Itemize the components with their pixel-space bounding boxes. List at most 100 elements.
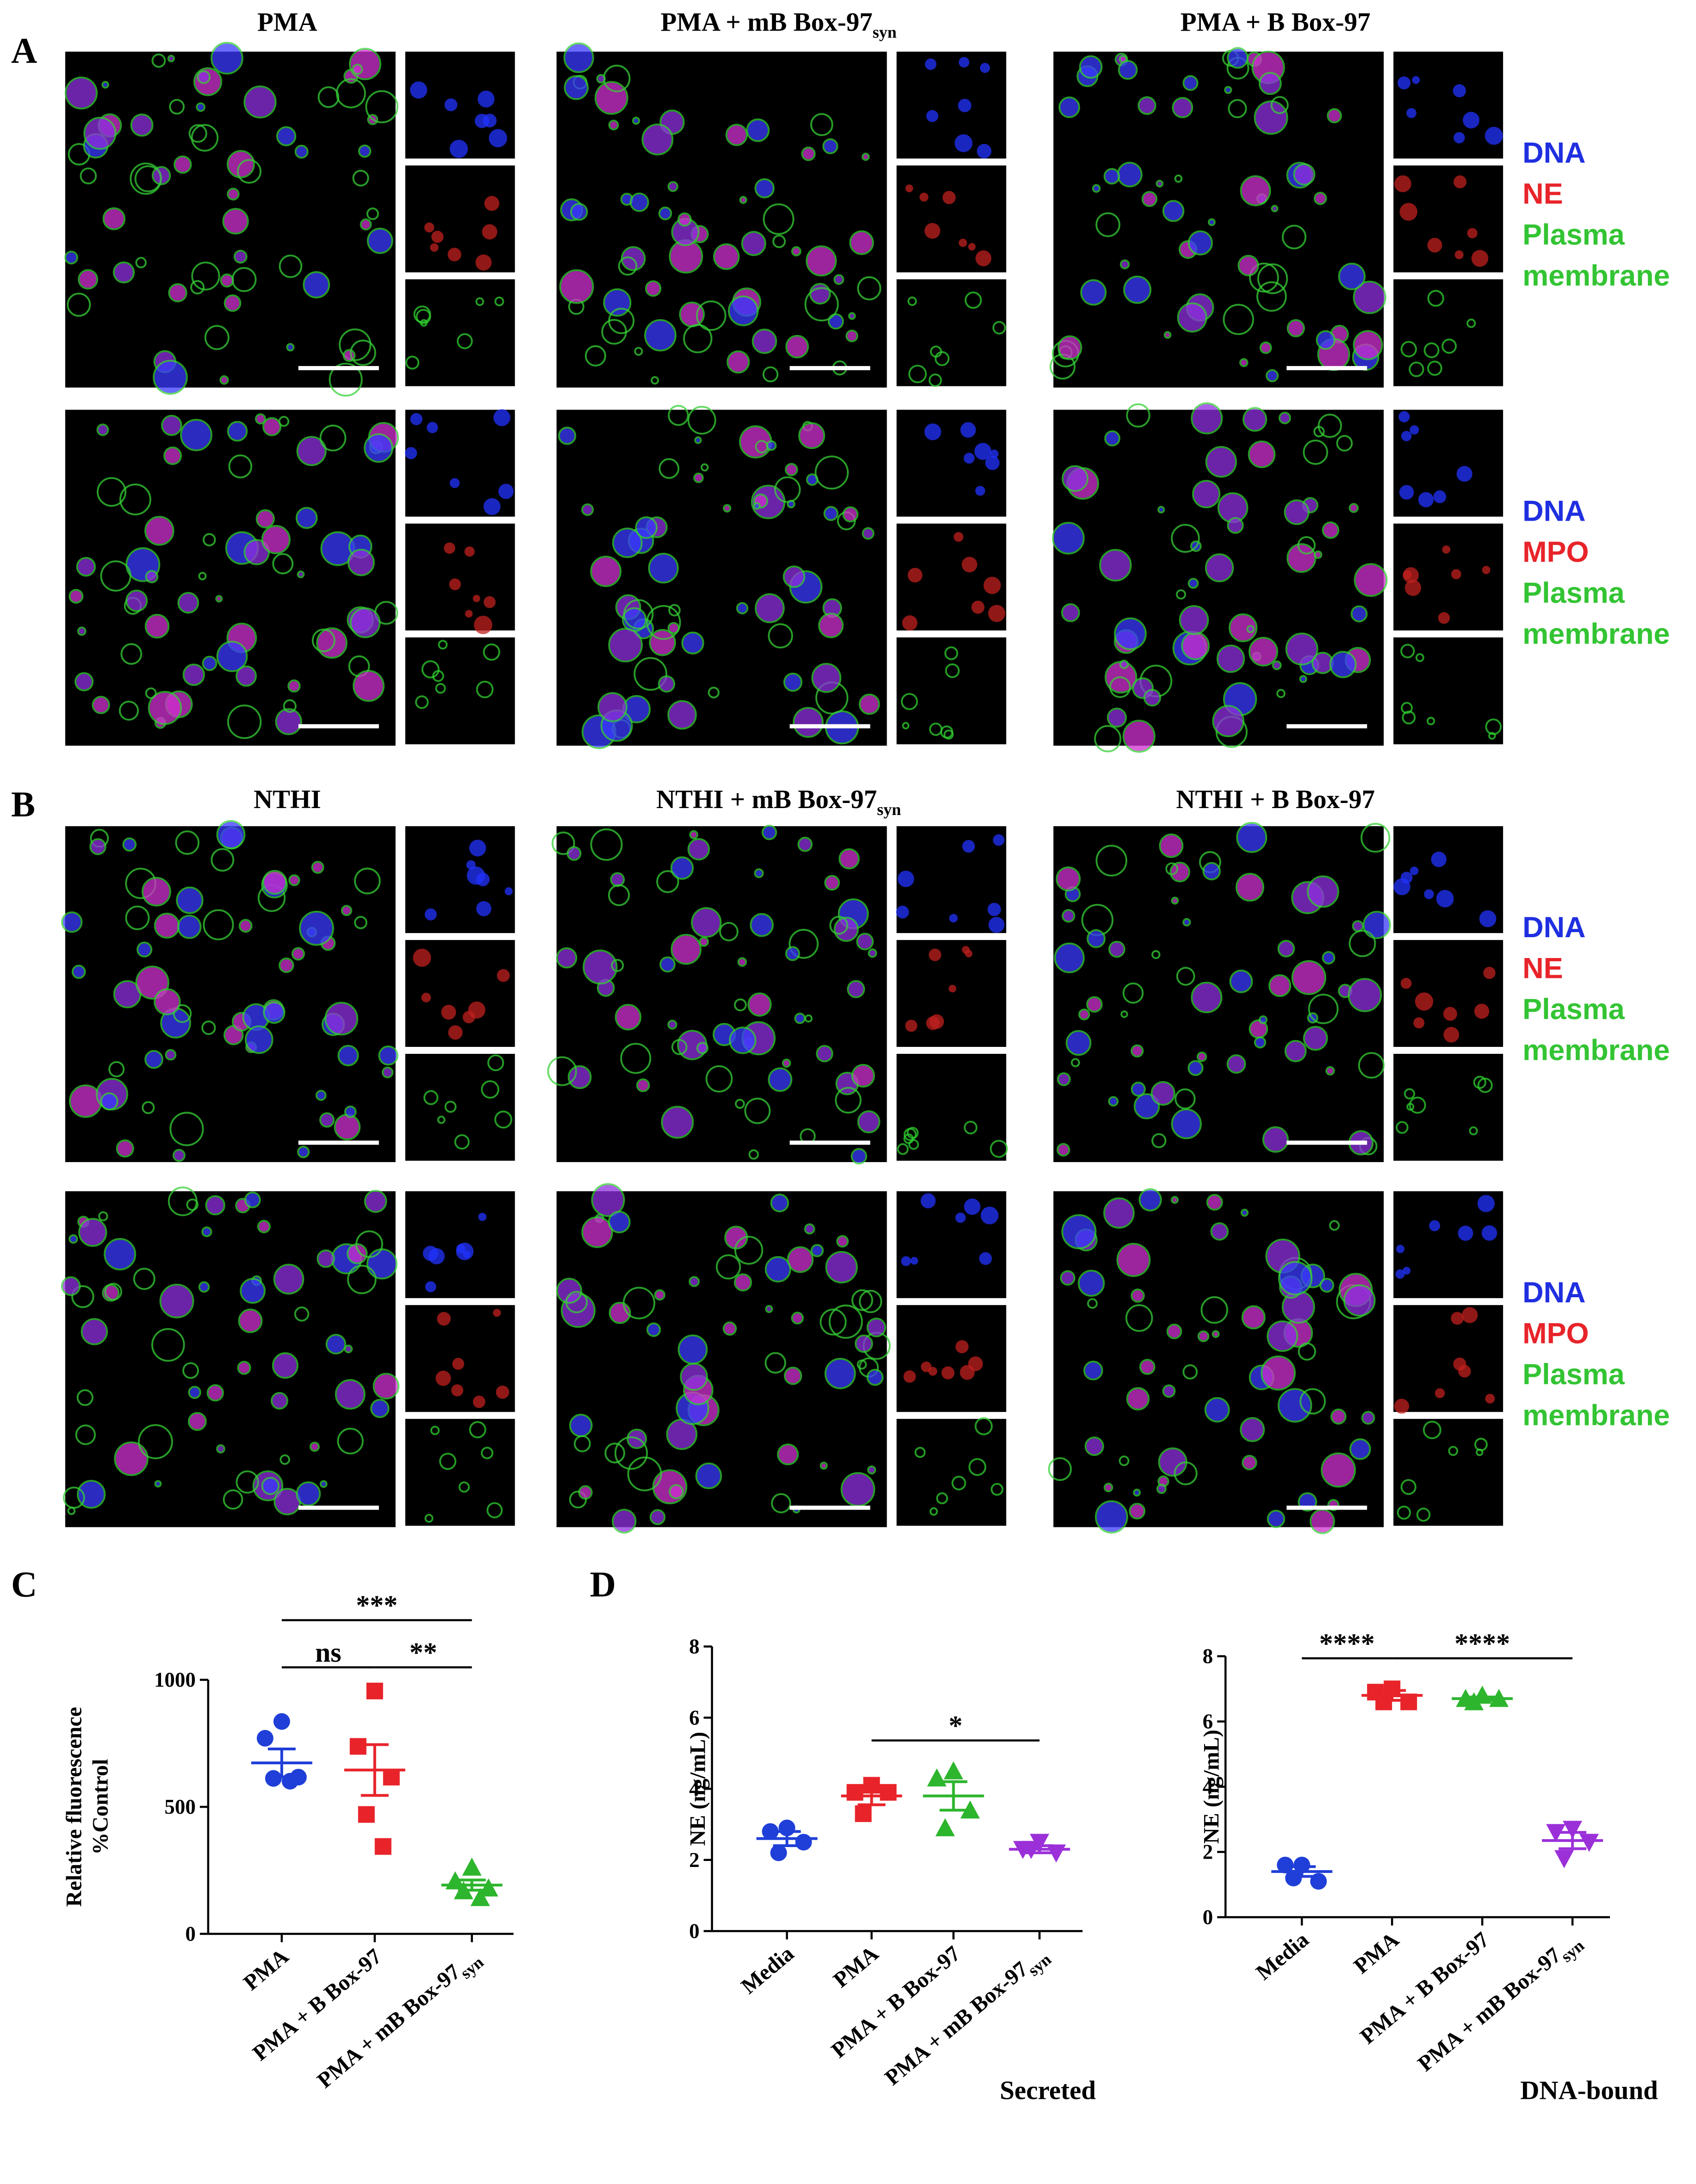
cell: [1327, 108, 1342, 124]
cell: [352, 169, 369, 187]
cell: [1062, 909, 1075, 923]
cell: [291, 947, 305, 961]
cell: [1329, 1220, 1340, 1231]
cell: [243, 85, 277, 118]
cell: [410, 81, 428, 99]
cell: [1086, 996, 1103, 1013]
cell: [948, 984, 957, 993]
y-tick-label: 2: [689, 1848, 699, 1872]
cell: [556, 1278, 583, 1304]
cell: [848, 312, 856, 320]
cell: [296, 1481, 321, 1506]
cell: [196, 102, 205, 112]
cell: [119, 483, 151, 516]
micrograph-bg: [896, 1305, 1006, 1412]
cell: [191, 124, 219, 152]
cell: [1179, 605, 1209, 635]
cell: [261, 1476, 280, 1495]
micrograph: [405, 523, 515, 635]
cell: [958, 238, 967, 247]
cell: [1246, 625, 1255, 634]
cell: [1156, 1483, 1167, 1494]
cell: [754, 178, 775, 199]
cell: [777, 1444, 799, 1465]
cell: [921, 1361, 932, 1372]
cell: [746, 118, 770, 142]
cell: [236, 665, 257, 687]
data-point: [366, 1682, 383, 1699]
cell: [466, 866, 485, 885]
cell: [1284, 499, 1310, 525]
cell: [1131, 1082, 1146, 1097]
cell: [1298, 1342, 1316, 1361]
cell: [1108, 940, 1125, 958]
cell: [1319, 1278, 1335, 1293]
cell: [1278, 1261, 1313, 1296]
cell: [1284, 1040, 1307, 1062]
cell: [818, 612, 844, 638]
micrograph: [1053, 821, 1391, 1162]
cell: [1240, 1417, 1265, 1442]
cell: [622, 1287, 656, 1319]
cell: [855, 1334, 873, 1353]
cell: [1170, 1196, 1179, 1204]
cell: [297, 570, 305, 579]
cell: [1138, 1188, 1162, 1212]
cell: [188, 1386, 201, 1399]
data-point: [935, 1818, 955, 1836]
cell: [1150, 1081, 1175, 1106]
cell: [448, 1025, 463, 1040]
y-tick-label: 4: [1203, 1775, 1213, 1798]
cell: [360, 218, 372, 230]
cell: [897, 1143, 909, 1155]
cell: [828, 1304, 863, 1339]
data-point: [265, 1770, 282, 1787]
data-point: [795, 1834, 812, 1851]
micrograph: [547, 825, 887, 1165]
cell: [1120, 259, 1130, 269]
cell: [836, 1235, 849, 1248]
cell: [920, 1193, 936, 1208]
cell: [924, 423, 941, 441]
cell: [974, 442, 992, 460]
cell: [435, 1370, 451, 1386]
panel-label: D: [590, 1565, 616, 1605]
cell: [753, 502, 761, 510]
micrograph: [405, 826, 515, 933]
cell: [705, 1065, 733, 1093]
cell: [975, 485, 985, 496]
cell: [177, 592, 199, 614]
cell: [1353, 280, 1386, 314]
cell: [737, 957, 747, 967]
cell: [457, 333, 473, 349]
cell: [142, 1101, 155, 1114]
cell: [1212, 705, 1245, 737]
cell: [1267, 1510, 1286, 1528]
data-point: [944, 1761, 963, 1780]
data-point: [770, 1844, 787, 1861]
micrograph: [1393, 1305, 1503, 1414]
cell: [223, 1489, 243, 1510]
cell: [1119, 660, 1129, 669]
micrograph: [1393, 51, 1503, 159]
cell: [182, 663, 205, 686]
micrograph: [405, 409, 515, 517]
cell: [168, 1186, 198, 1216]
cell: [1329, 651, 1357, 678]
channel-legend: NE: [1522, 952, 1563, 985]
cell: [478, 1213, 487, 1221]
cell: [484, 196, 499, 211]
cell: [167, 55, 175, 62]
cell: [211, 42, 243, 75]
cell: [1197, 1330, 1210, 1343]
cell: [1248, 440, 1276, 468]
micrograph: [405, 51, 515, 159]
cell: [1454, 132, 1465, 143]
cell: [771, 1493, 791, 1513]
cell: [1249, 262, 1279, 293]
cell: [244, 1025, 273, 1054]
cell: [687, 838, 710, 861]
cell: [1454, 175, 1466, 188]
cell: [1348, 930, 1376, 958]
cell: [1401, 431, 1412, 442]
